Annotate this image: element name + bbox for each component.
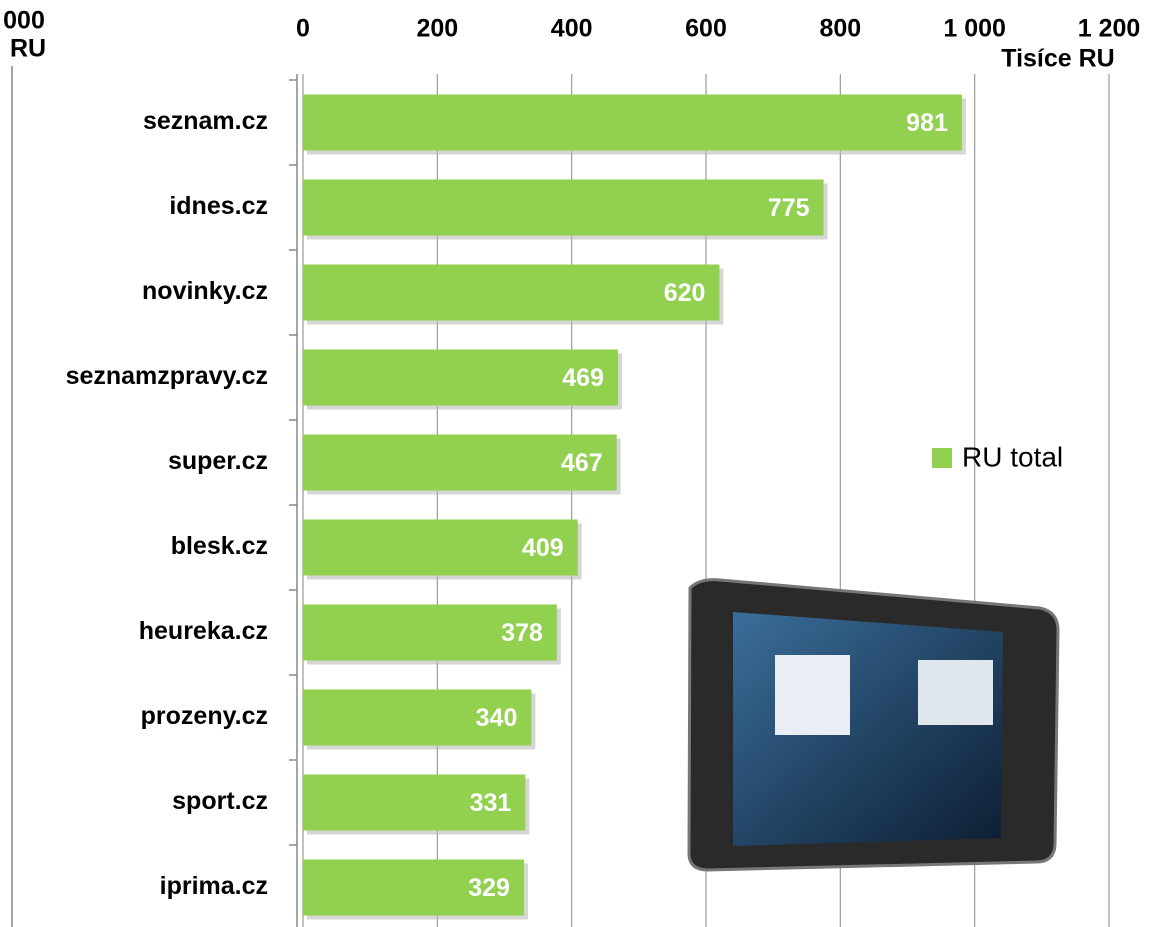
bar [303,264,720,321]
data-label: 775 [768,194,810,222]
bar [303,519,578,576]
clipped-label: 000 [3,7,45,35]
x-tick-label: 0 [296,15,310,43]
x-tick-label: 1 000 [943,15,1006,43]
y-tick-label: iprima.cz [160,872,268,900]
data-label: 378 [501,619,543,647]
bar [303,434,617,491]
x-tick-label: 800 [819,15,861,43]
x-axis-label: Tisíce RU [1001,45,1114,73]
y-tick-label: sport.cz [172,787,268,815]
tablet-image [687,578,1060,872]
data-label: 467 [561,449,603,477]
bar [303,604,557,661]
bar [303,774,526,831]
x-tick-label: 200 [416,15,458,43]
y-tick-label: idnes.cz [169,192,268,220]
bar [303,94,962,151]
data-label: 329 [468,874,510,902]
y-tick-label: prozeny.cz [141,702,268,730]
data-label: 409 [522,534,564,562]
x-tick-label: 1 200 [1078,15,1141,43]
bar [303,689,532,746]
bar [303,179,824,236]
y-tick-label: heureka.cz [139,617,268,645]
y-tick-label: blesk.cz [171,532,268,560]
data-label: 331 [470,789,512,817]
y-tick-label: novinky.cz [142,277,268,305]
y-tick-label: seznam.cz [143,107,268,135]
clipped-label: RU [10,35,46,63]
bar [303,349,619,406]
data-label: 620 [664,279,706,307]
x-tick-label: 600 [685,15,727,43]
data-label: 340 [476,704,518,732]
bar [303,859,524,916]
legend-swatch [932,448,952,468]
y-tick-label: super.cz [168,447,268,475]
y-tick-label: seznamzpravy.cz [66,362,268,390]
data-label: 981 [906,109,948,137]
data-label: 469 [562,364,604,392]
legend-label: RU total [962,441,1063,472]
x-tick-label: 400 [551,15,593,43]
